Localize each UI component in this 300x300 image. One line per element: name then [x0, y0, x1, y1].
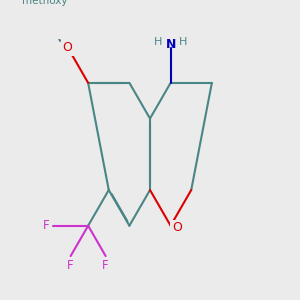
Text: N: N: [165, 38, 176, 51]
Text: H: H: [179, 38, 187, 47]
Text: H: H: [154, 38, 162, 47]
Text: F: F: [67, 260, 74, 272]
Text: methoxy: methoxy: [22, 0, 68, 7]
Text: O: O: [63, 40, 73, 54]
Text: F: F: [102, 260, 109, 272]
Text: O: O: [172, 221, 182, 234]
Text: F: F: [43, 219, 50, 232]
